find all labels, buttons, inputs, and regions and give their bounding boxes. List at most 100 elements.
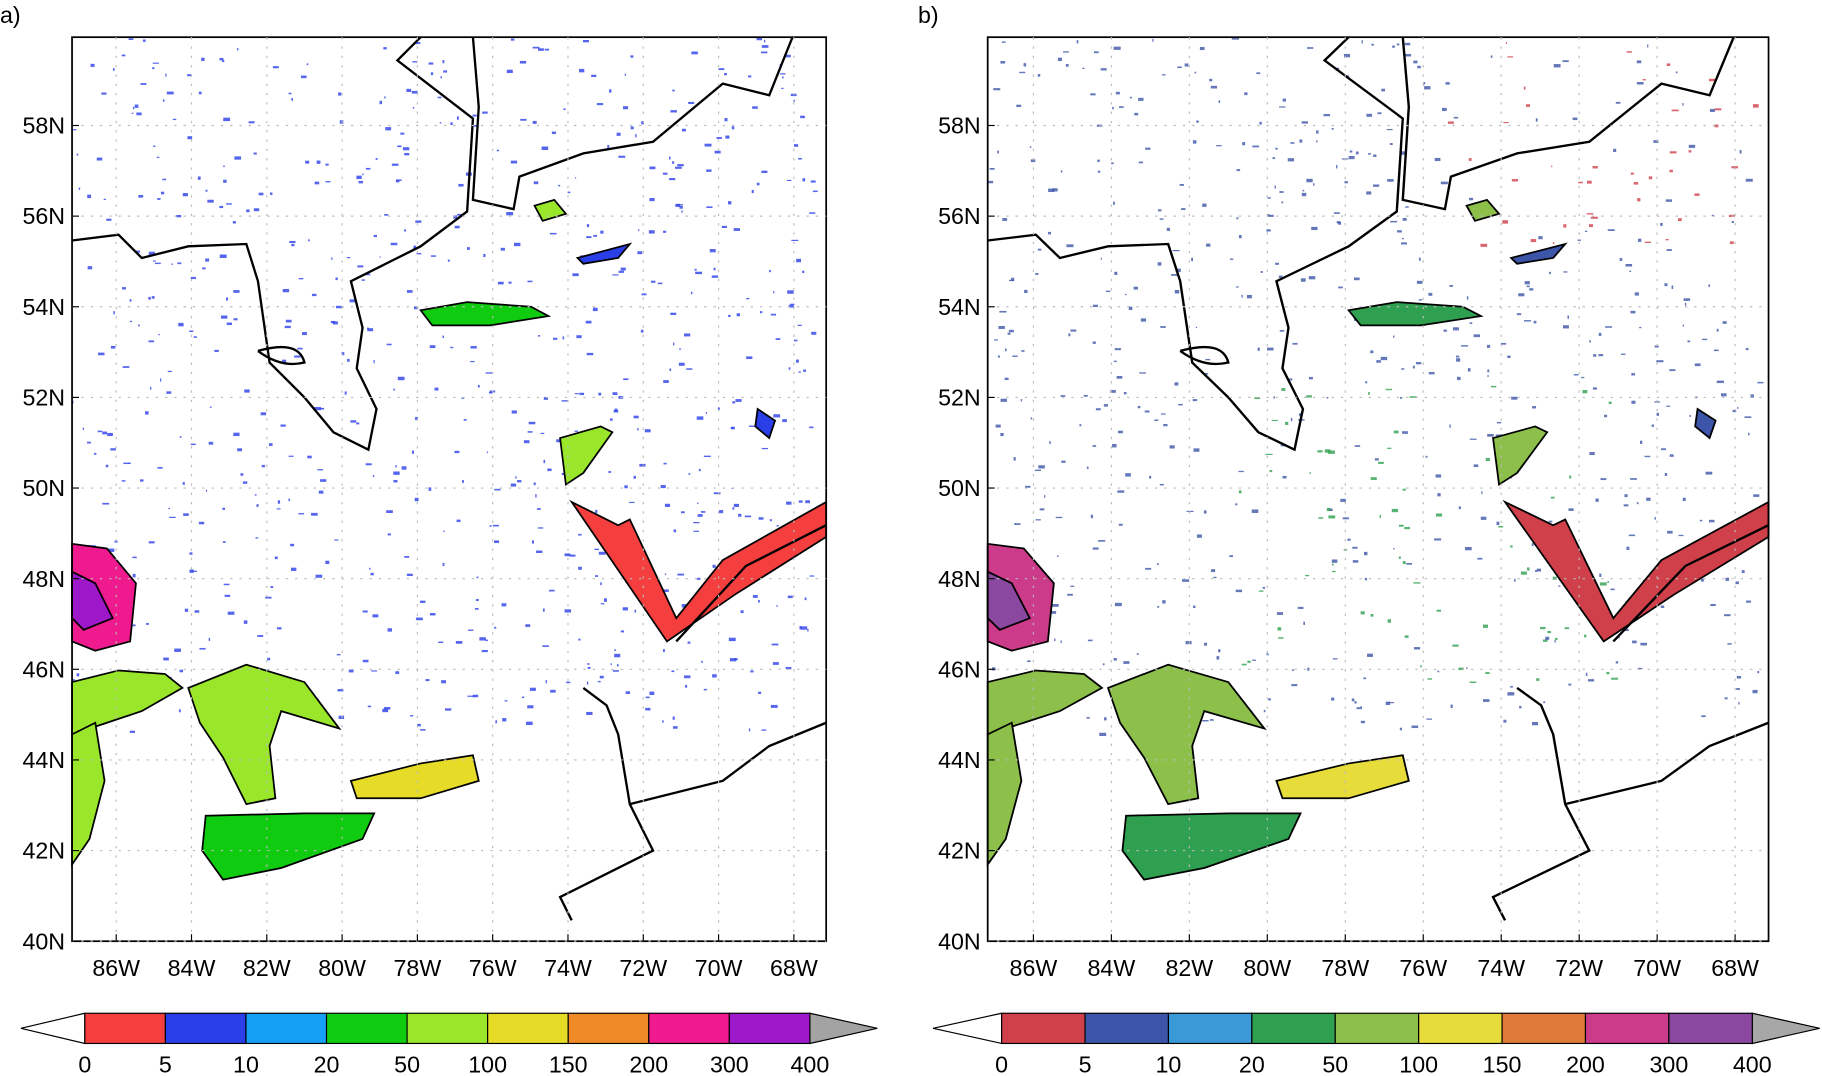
grid-cell <box>1159 218 1164 220</box>
grid-cell <box>121 54 126 57</box>
grid-cell <box>1720 393 1727 397</box>
grid-cell <box>222 59 225 63</box>
grid-cell <box>640 329 644 333</box>
grid-cell <box>1044 494 1046 498</box>
grid-cell <box>1191 257 1193 262</box>
grid-cell <box>1666 249 1672 251</box>
grid-cell <box>993 88 1001 91</box>
grid-cell <box>420 600 426 603</box>
grid-cell <box>462 480 464 483</box>
grid-cell <box>1175 268 1181 273</box>
grid-cell <box>683 675 691 679</box>
grid-cell <box>1617 637 1620 639</box>
grid-cell <box>1526 104 1530 107</box>
grid-cell <box>1306 178 1313 183</box>
grid-cell <box>1745 178 1753 182</box>
grid-cell <box>1445 82 1450 85</box>
coastline <box>257 345 306 366</box>
grid-cell <box>1119 106 1124 108</box>
grid-cell <box>701 660 703 663</box>
grid-cell <box>1427 678 1433 680</box>
grid-cell <box>461 397 465 399</box>
grid-cell <box>645 707 651 711</box>
grid-cell <box>1057 57 1062 62</box>
grid-cell <box>1060 640 1062 644</box>
grid-cell <box>756 37 763 41</box>
grid-cell <box>1343 53 1351 58</box>
grid-cell <box>401 466 407 470</box>
grid-cell <box>1413 582 1421 584</box>
grid-cell <box>1371 43 1374 46</box>
grid-cell <box>1624 494 1628 498</box>
grid-cell <box>1203 372 1209 375</box>
grid-cell <box>531 540 534 544</box>
grid-cell <box>796 359 799 363</box>
grid-cell <box>1354 445 1361 447</box>
grid-cell <box>1380 356 1388 361</box>
grid-cell <box>404 555 410 558</box>
grid-cell <box>379 100 383 105</box>
grid-cell <box>1290 142 1295 144</box>
grid-cell <box>1128 306 1133 311</box>
grid-cell <box>1235 589 1243 593</box>
grid-cell <box>988 180 994 184</box>
grid-cell <box>1694 193 1700 196</box>
grid-cell <box>657 282 663 285</box>
grid-cell <box>197 176 201 180</box>
grid-cell <box>1516 313 1522 316</box>
grid-cell <box>1669 169 1673 173</box>
grid-cell <box>456 116 459 120</box>
grid-cell <box>1466 667 1468 669</box>
grid-cell <box>454 450 460 454</box>
grid-cell <box>1468 158 1472 161</box>
grid-cell <box>595 575 598 577</box>
grid-cell <box>600 230 604 234</box>
grid-cell <box>1404 42 1411 46</box>
grid-cell <box>1370 614 1374 617</box>
grid-cell <box>668 156 671 160</box>
grid-cell <box>1342 517 1349 520</box>
grid-cell <box>488 391 493 394</box>
grid-cell <box>649 691 655 695</box>
grid-cell <box>731 126 735 130</box>
grid-cell <box>1425 455 1428 458</box>
colorbar-box <box>245 1012 328 1045</box>
grid-cell <box>535 494 537 498</box>
grid-cell <box>87 266 93 270</box>
grid-cell <box>114 540 118 543</box>
lon-tick-label: 76W <box>1399 955 1447 981</box>
grid-cell <box>1008 279 1015 282</box>
grid-cell <box>1133 286 1138 290</box>
grid-cell <box>1279 106 1286 108</box>
grid-cell <box>443 70 448 73</box>
grid-cell <box>457 213 463 216</box>
grid-cell <box>1744 416 1752 418</box>
grid-cell <box>1578 181 1583 184</box>
grid-cell <box>664 503 671 507</box>
grid-cell <box>1051 603 1059 607</box>
lat-tick-label: 58N <box>22 113 65 139</box>
grid-cell <box>1154 419 1159 421</box>
grid-cell <box>160 378 162 382</box>
grid-cell <box>525 624 531 627</box>
grid-cell <box>1035 519 1041 521</box>
grid-cell <box>586 681 589 685</box>
colorbar-label: 400 <box>791 1052 830 1076</box>
grid-cell <box>1349 150 1353 153</box>
grid-cell <box>1736 675 1742 679</box>
grid-cell <box>331 257 333 260</box>
grid-cell <box>1592 387 1598 390</box>
grid-cell <box>1271 419 1278 422</box>
grid-cell <box>1548 520 1553 523</box>
grid-cell <box>552 337 558 340</box>
grid-cell <box>1610 588 1615 591</box>
grid-cell <box>497 281 504 285</box>
grid-cell <box>253 208 260 212</box>
grid-cell <box>1007 332 1011 335</box>
grid-cell <box>285 319 292 323</box>
grid-cell <box>1123 661 1130 664</box>
grid-cell <box>771 643 779 646</box>
grid-cell <box>243 620 248 624</box>
grid-cell <box>1275 262 1279 265</box>
grid-cell <box>1331 697 1335 701</box>
